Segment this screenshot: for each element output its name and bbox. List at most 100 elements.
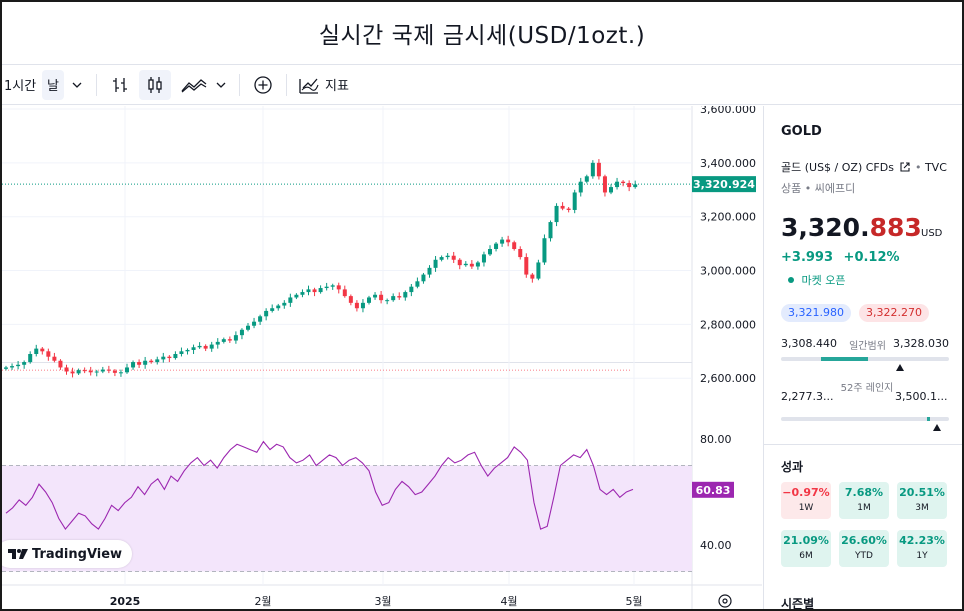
interval-dropdown-button[interactable] <box>66 70 88 100</box>
currency-label: USD <box>921 228 942 239</box>
candle-body <box>573 192 577 210</box>
indicators-label: 지표 <box>325 75 349 94</box>
data-source: TVC <box>925 161 947 174</box>
candle-body <box>319 288 323 292</box>
candle-chart-button[interactable] <box>139 70 171 100</box>
candle-body <box>518 249 522 257</box>
change-percent: +0.12% <box>844 250 900 265</box>
candle-body <box>71 372 75 374</box>
candle-body <box>143 361 147 365</box>
performance-tile-3m[interactable]: 20.51% 3M <box>897 482 947 519</box>
candle-body <box>34 349 38 354</box>
tradingview-wordmark: TradingView <box>32 547 122 562</box>
week52-range-fill <box>927 417 930 421</box>
last-price-main: 3,320. <box>781 213 870 242</box>
tradingview-logo[interactable]: TradingView <box>2 540 132 568</box>
chart-type-dropdown-button[interactable] <box>211 70 231 100</box>
candle-body <box>415 281 419 286</box>
candle-body <box>149 361 153 362</box>
price-axis-label: 3,400.000 <box>700 157 756 170</box>
candle-body <box>28 354 32 362</box>
candle-body <box>137 362 141 365</box>
time-axis-label: 월 <box>2 595 3 608</box>
performance-tile-1y[interactable]: 42.23% 1Y <box>897 530 947 567</box>
candle-body <box>488 249 492 254</box>
market-status-label: 마켓 오픈 <box>802 274 846 287</box>
performance-tile-1m[interactable]: 7.68% 1M <box>839 482 889 519</box>
price-chart[interactable]: 3,600.000 3,400.000 3,200.000 3,000.000 2,80… <box>2 106 762 609</box>
candle-body <box>421 275 425 282</box>
performance-period: 3M <box>897 503 947 513</box>
interval-1h-button[interactable]: 1시간 <box>2 70 38 100</box>
candle-body <box>276 306 280 309</box>
price-change: +3.993 +0.12% <box>781 250 900 265</box>
chart-panel[interactable]: 3,600.000 3,400.000 3,200.000 3,000.000 2,80… <box>2 106 762 609</box>
performance-value: −0.97% <box>781 486 831 499</box>
candle-body <box>161 357 165 360</box>
price-axis-label: 3,600.000 <box>700 106 756 116</box>
candle-body <box>633 184 637 187</box>
candle-body <box>264 311 268 316</box>
candle-body <box>4 367 8 368</box>
ask-badge: 3,322.270 <box>859 304 929 322</box>
candle-body <box>270 308 274 311</box>
performance-period: YTD <box>839 551 889 561</box>
candle-body <box>621 182 625 183</box>
candle-body <box>373 295 377 298</box>
price-axis-label: 2,600.000 <box>700 372 756 385</box>
candle-body <box>113 371 117 373</box>
sidebar-divider <box>764 444 962 445</box>
week52-high: 3,500.1... <box>895 390 947 403</box>
compare-button[interactable] <box>248 70 278 100</box>
time-axis-label: 3월 <box>374 595 391 608</box>
candle-body <box>549 222 553 238</box>
candle-body <box>409 287 413 292</box>
performance-tile-ytd[interactable]: 26.60% YTD <box>839 530 889 567</box>
candle-body <box>240 330 244 335</box>
candle-body <box>446 256 450 257</box>
chart-type-button[interactable] <box>177 70 211 100</box>
candle-body <box>524 257 528 275</box>
candle-body <box>95 372 99 373</box>
day-range-fill <box>821 357 868 361</box>
performance-period: 1W <box>781 503 831 513</box>
candle-body <box>307 289 311 292</box>
symbol-name[interactable]: GOLD <box>781 124 822 139</box>
performance-tile-6m[interactable]: 21.09% 6M <box>781 530 831 567</box>
status-dot <box>788 277 794 283</box>
candle-body <box>597 163 601 176</box>
time-axis-label: 2025 <box>110 595 141 608</box>
candle-body <box>198 346 202 347</box>
candle-body <box>385 300 389 301</box>
candle-body <box>542 238 546 262</box>
candle-body <box>155 359 159 362</box>
candle-body <box>258 316 262 321</box>
candle-body <box>252 322 256 326</box>
price-axis-label: 2,800.000 <box>700 318 756 331</box>
candle-body <box>179 351 183 354</box>
candle-body <box>555 206 559 222</box>
performance-tile-1w[interactable]: −0.97% 1W <box>781 482 831 519</box>
candle-body <box>506 240 510 243</box>
performance-value: 7.68% <box>839 486 889 499</box>
external-link-icon[interactable] <box>899 161 911 173</box>
candle-body <box>40 349 44 352</box>
candle-body <box>343 289 347 296</box>
plus-circle-icon <box>253 75 273 95</box>
candle-body <box>579 182 583 193</box>
candle-body <box>536 262 540 278</box>
candle-body <box>567 209 571 210</box>
tradingview-logo-icon <box>8 548 28 560</box>
interval-day-button[interactable]: 날 <box>42 70 64 100</box>
indicators-button[interactable]: 지표 <box>295 70 353 100</box>
indicators-icon <box>299 76 319 94</box>
candle-body <box>216 342 220 345</box>
candle-body <box>46 351 50 356</box>
chevron-down-icon <box>72 80 82 90</box>
candle-body <box>282 303 286 306</box>
last-price: 3,320.883 <box>781 213 922 242</box>
bar-chart-button[interactable] <box>105 70 135 100</box>
candle-body <box>403 292 407 297</box>
time-axis-label: 4월 <box>500 595 517 608</box>
timezone-settings-button[interactable] <box>719 595 731 607</box>
